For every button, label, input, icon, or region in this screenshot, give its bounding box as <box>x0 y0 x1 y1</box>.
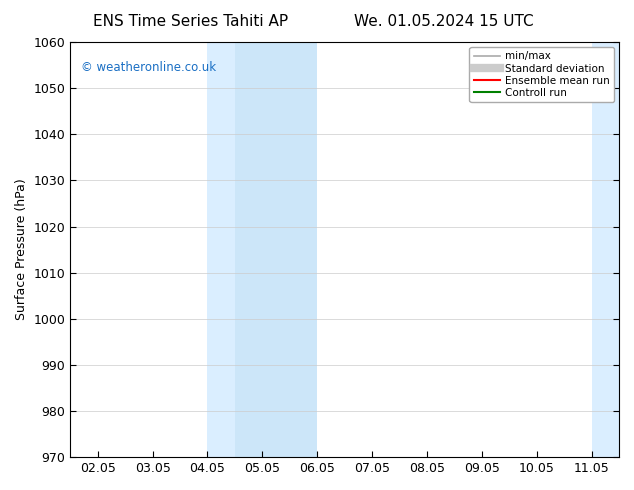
Text: © weatheronline.co.uk: © weatheronline.co.uk <box>81 61 216 74</box>
Bar <box>235 42 317 457</box>
Y-axis label: Surface Pressure (hPa): Surface Pressure (hPa) <box>15 179 28 320</box>
Bar <box>592 42 619 457</box>
Text: ENS Time Series Tahiti AP: ENS Time Series Tahiti AP <box>93 14 288 29</box>
Text: We. 01.05.2024 15 UTC: We. 01.05.2024 15 UTC <box>354 14 534 29</box>
Legend: min/max, Standard deviation, Ensemble mean run, Controll run: min/max, Standard deviation, Ensemble me… <box>469 47 614 102</box>
Bar <box>207 42 235 457</box>
Bar <box>619 42 634 457</box>
